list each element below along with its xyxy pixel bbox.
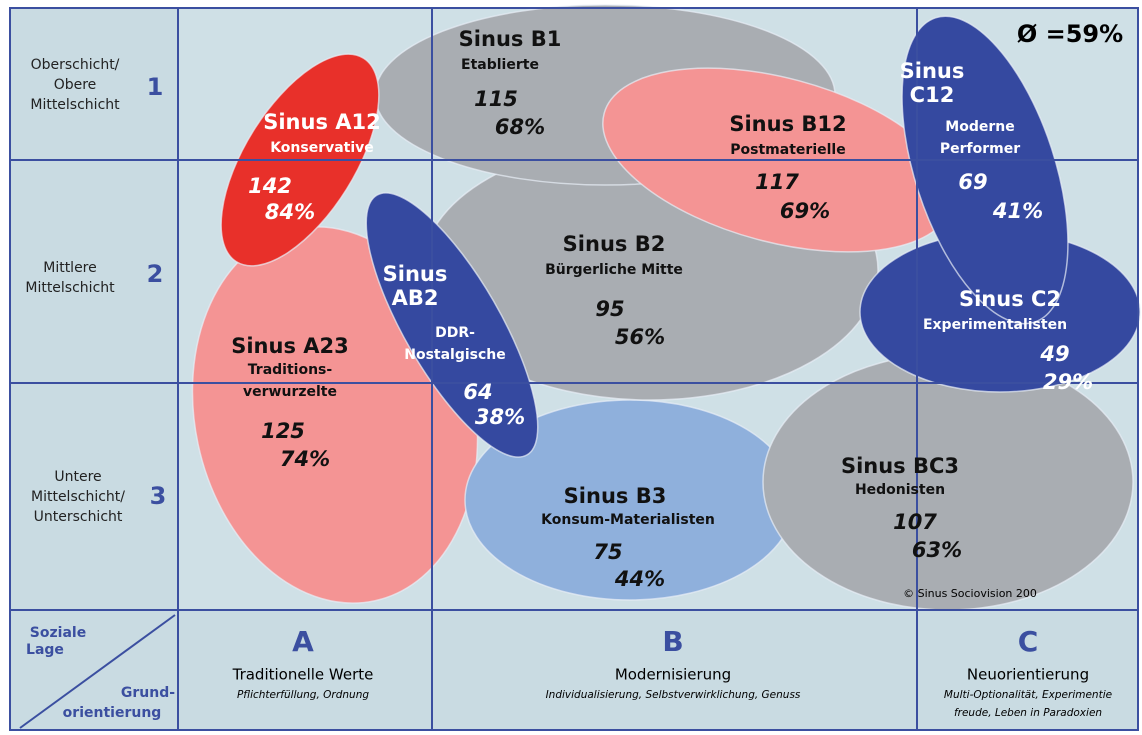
milieu-share: 56%: [615, 325, 665, 349]
column-letter: B: [662, 625, 683, 658]
milieu-name: AB2: [392, 286, 439, 310]
milieu-name: Sinus: [900, 59, 965, 83]
milieu-description: Postmaterielle: [730, 142, 845, 158]
copyright: © Sinus Sociovision 200: [903, 587, 1037, 600]
milieu-name: Sinus A23: [231, 334, 349, 358]
milieu-index: 49: [1039, 342, 1069, 366]
column-title: Modernisierung: [615, 666, 731, 684]
milieu-index: 142: [248, 174, 292, 198]
corner-label: Grund-: [121, 685, 175, 701]
milieu-description: Performer: [940, 141, 1020, 157]
column-title: Traditionelle Werte: [232, 666, 374, 684]
milieu-name: Sinus B3: [564, 484, 667, 508]
row-label: Mittelschicht/: [31, 489, 125, 505]
milieu-share: 68%: [495, 115, 545, 139]
shape-ab2: [365, 192, 539, 458]
row-label: Mittelschicht: [30, 97, 120, 113]
column-letter: C: [1018, 625, 1039, 658]
corner-label: Lage: [26, 642, 64, 658]
milieu-share: 74%: [280, 447, 330, 471]
milieu-share: 63%: [912, 538, 962, 562]
grid-lines: [9, 7, 1139, 731]
milieu-index: 64: [463, 380, 492, 404]
milieu-name: Sinus B12: [729, 112, 846, 136]
milieu-share: 41%: [992, 199, 1043, 223]
row-label: Unterschicht: [34, 509, 123, 525]
milieu-shapes: [191, 4, 1141, 611]
milieu-description: Moderne: [945, 119, 1014, 135]
milieu-share: 44%: [614, 567, 665, 591]
milieu-index: 125: [261, 419, 305, 443]
milieu-name: Sinus A12: [263, 110, 381, 134]
corner-label: orientierung: [63, 705, 162, 721]
milieu-name: Sinus: [383, 262, 448, 286]
milieu-index: 69: [958, 170, 987, 194]
column-title: Neuorientierung: [967, 666, 1089, 684]
row-label: Oberschicht/: [31, 57, 120, 73]
shape-c12: [901, 15, 1069, 325]
row-label: Untere: [54, 469, 101, 485]
average: Ø =59%: [1017, 20, 1123, 48]
row-label: Mittlere: [43, 260, 97, 276]
column-subtitle: freude, Leben in Paradoxien: [954, 707, 1102, 719]
milieu-name: Sinus B2: [563, 232, 666, 256]
milieu-index: 75: [593, 540, 622, 564]
milieu-description: Konsum-Materialisten: [541, 512, 715, 528]
row-label: Mittelschicht: [25, 280, 115, 296]
milieu-index: 107: [893, 510, 937, 534]
row-number: 1: [147, 73, 164, 101]
milieu-description: Hedonisten: [855, 482, 945, 498]
milieu-description: Bürgerliche Mitte: [545, 262, 683, 278]
milieu-description: Traditions-: [248, 362, 333, 378]
milieu-description: DDR-: [435, 325, 475, 341]
milieu-description: verwurzelte: [243, 384, 337, 400]
corner-label: Soziale: [30, 625, 86, 641]
milieu-index: 115: [474, 87, 518, 111]
milieu-index: 117: [755, 170, 799, 194]
milieu-description: Experimentalisten: [923, 317, 1067, 333]
frame: [9, 7, 1139, 731]
column-subtitle: Individualisierung, Selbstverwirklichung…: [546, 689, 801, 701]
row-number: 2: [147, 260, 164, 288]
column-subtitle: Multi-Optionalität, Experimentie: [944, 689, 1112, 701]
corner-diagonal: [19, 614, 176, 729]
milieu-name: Sinus BC3: [841, 454, 959, 478]
row-number: 3: [150, 482, 167, 510]
column-letter: A: [292, 625, 314, 658]
milieu-share: 69%: [780, 199, 830, 223]
milieu-name: C12: [910, 83, 955, 107]
milieu-name: Sinus B1: [459, 27, 562, 51]
column-subtitle: Pflichterfüllung, Ordnung: [237, 689, 369, 701]
milieu-share: 38%: [475, 405, 525, 429]
milieu-share: 29%: [1043, 370, 1093, 394]
milieu-share: 84%: [265, 200, 315, 224]
milieu-index: 95: [595, 297, 624, 321]
milieu-description: Etablierte: [461, 57, 539, 73]
milieu-description: Konservative: [270, 140, 374, 156]
milieu-name: Sinus C2: [959, 287, 1061, 311]
milieu-description: Nostalgische: [404, 347, 506, 363]
row-label: Obere: [54, 77, 97, 93]
